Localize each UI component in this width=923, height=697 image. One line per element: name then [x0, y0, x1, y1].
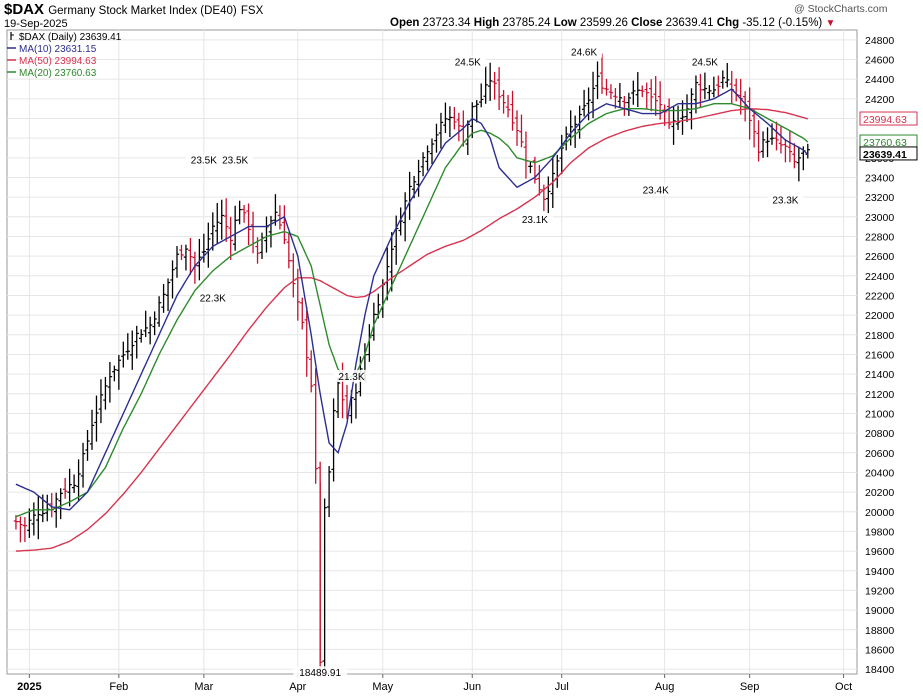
y-tick-label: 20600 — [865, 448, 894, 460]
annotation-label: 23.5K — [191, 156, 217, 167]
x-tick-label: Mar — [194, 681, 213, 693]
x-tick-label: Sep — [740, 681, 760, 693]
x-tick-label: Feb — [109, 681, 128, 693]
y-tick-label: 19200 — [865, 585, 894, 597]
annotation-bg — [566, 45, 603, 58]
annotation-bg — [293, 666, 348, 679]
y-tick-label: 22800 — [865, 231, 894, 243]
y-tick-label: 19800 — [865, 526, 894, 538]
x-tick-label: Jul — [555, 681, 569, 693]
y-tick-label: 21000 — [865, 408, 894, 420]
annotation-bg — [686, 55, 723, 68]
y-tick-label: 20800 — [865, 428, 894, 440]
x-tick-label: Oct — [835, 681, 852, 693]
y-tick-label: 23000 — [865, 212, 894, 224]
y-tick-label: 21800 — [865, 330, 894, 342]
y-tick-label: 23400 — [865, 172, 894, 184]
y-tick-label: 22400 — [865, 271, 894, 283]
y-tick-label: 20200 — [865, 487, 894, 499]
y-tick-label: 18600 — [865, 644, 894, 656]
y-tick-label: 19400 — [865, 566, 894, 578]
y-tick-label: 19000 — [865, 605, 894, 617]
ma20-line — [15, 103, 809, 518]
value-tag — [859, 146, 918, 161]
x-tick-label: Apr — [289, 681, 306, 693]
value-tag-label: 23760.63 — [863, 137, 907, 149]
y-tick-label: 18400 — [865, 664, 894, 676]
y-tick-label: 22600 — [865, 251, 894, 263]
change-value: -35.12 (-0.15%) — [742, 17, 823, 29]
chart-description: Germany Stock Market Index (DE40) — [48, 5, 237, 17]
value-tag-label: 23994.63 — [863, 114, 907, 126]
y-tick-label: 19600 — [865, 546, 894, 558]
plot-area — [6, 29, 858, 675]
annotation-label: 23.4K — [643, 185, 669, 196]
y-tick-label: 20400 — [865, 467, 894, 479]
annotation-bg — [767, 193, 804, 206]
value-tag-label: 23639.41 — [863, 149, 907, 161]
x-tick-label: Jun — [463, 681, 481, 693]
ma50-line — [15, 107, 809, 552]
down-arrow-icon: ▼ — [825, 18, 836, 29]
y-tick-label: 22200 — [865, 290, 894, 302]
annotation-label: 23.3K — [772, 195, 798, 206]
ma10-line — [15, 88, 809, 511]
annotation-label: 21.3K — [338, 372, 364, 383]
y-tick-label: 24600 — [865, 54, 894, 66]
annotation-label: 24.5K — [692, 57, 718, 68]
annotation-bg — [449, 55, 486, 68]
y-tick-label: 18800 — [865, 625, 894, 637]
ohlc-readout: Open 23723.34 High 23785.24 Low 23599.26… — [390, 17, 836, 29]
y-tick-label: 21200 — [865, 389, 894, 401]
stockcharts-brand[interactable]: @ StockCharts.com — [794, 3, 888, 15]
high-value: 23785.24 — [502, 17, 551, 29]
x-tick-label: 2025 — [17, 681, 41, 693]
x-tick-label: Aug — [655, 681, 675, 693]
chart-date: 19-Sep-2025 — [4, 18, 68, 30]
annotation-bg — [194, 291, 231, 304]
annotation-bg — [516, 212, 553, 225]
annotation-label: 22.3K — [200, 294, 226, 305]
annotation-label: 23.1K — [522, 215, 548, 226]
value-tag — [859, 111, 918, 126]
x-tick-label: May — [372, 681, 393, 693]
annotation-label: 23.5K — [222, 156, 248, 167]
legend-label: $DAX (Daily) 23639.41 — [19, 32, 122, 43]
y-tick-label: 23200 — [865, 192, 894, 204]
y-tick-label: 24400 — [865, 74, 894, 86]
open-value: 23723.34 — [422, 17, 471, 29]
y-tick-label: 22000 — [865, 310, 894, 322]
annotation-bg — [185, 153, 222, 166]
legend-label: MA(50) 23994.63 — [19, 56, 97, 67]
y-tick-label: 24800 — [865, 35, 894, 47]
annotation-label: 18489.91 — [299, 668, 341, 679]
close-value: 23639.41 — [665, 17, 714, 29]
low-value: 23599.26 — [579, 17, 628, 29]
chart-symbol: $DAX Germany Stock Market Index (DE40) F… — [4, 1, 264, 18]
y-tick-label: 21600 — [865, 349, 894, 361]
chart-exchange: FSX — [240, 5, 264, 17]
legend-label: MA(20) 23760.63 — [19, 68, 97, 79]
annotation-bg — [637, 183, 674, 196]
annotation-bg — [333, 369, 370, 382]
annotation-label: 24.6K — [571, 47, 597, 58]
y-tick-label: 21400 — [865, 369, 894, 381]
legend-label: MA(10) 23631.15 — [19, 44, 97, 55]
annotation-label: 24.5K — [455, 57, 481, 68]
annotation-bg — [217, 153, 254, 166]
y-tick-label: 20000 — [865, 507, 894, 519]
y-tick-label: 24200 — [865, 94, 894, 106]
